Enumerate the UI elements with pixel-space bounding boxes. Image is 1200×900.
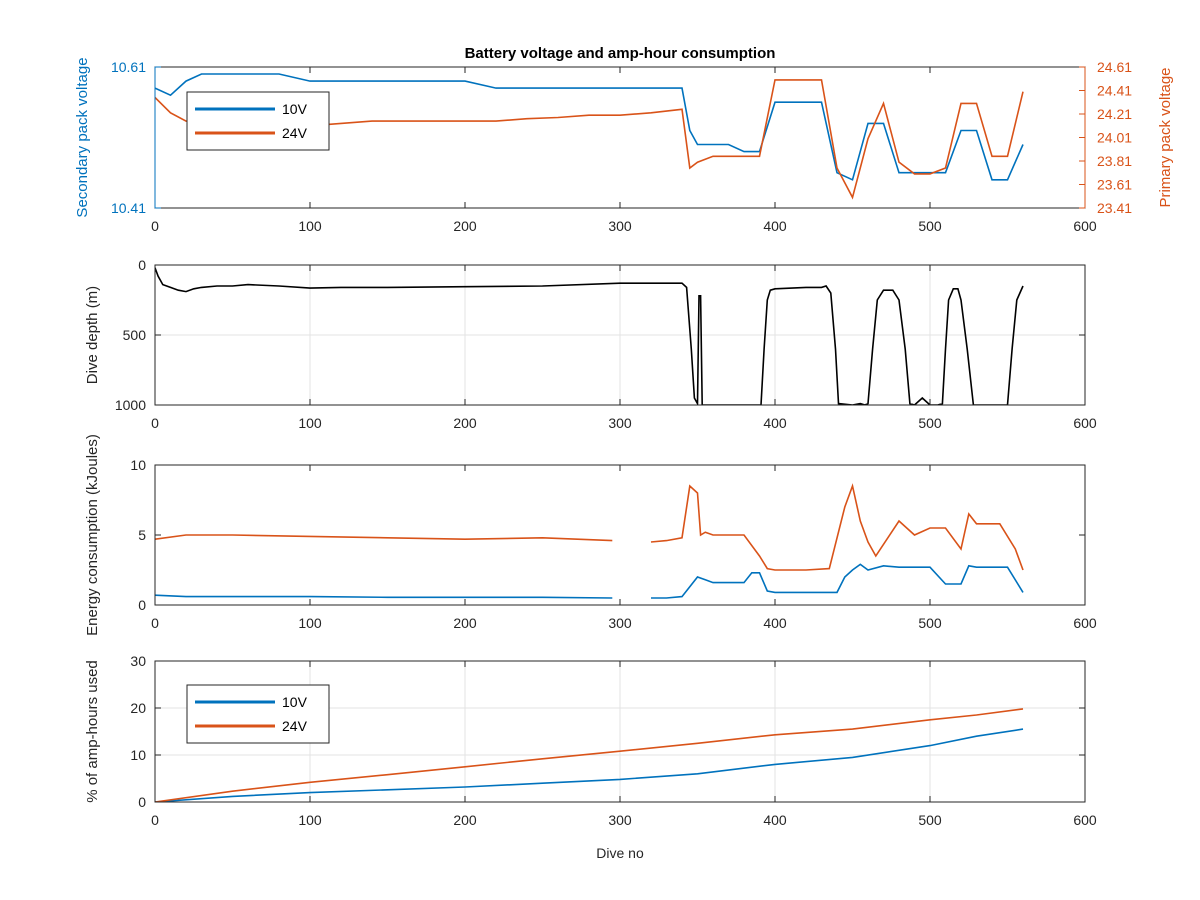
y-tick-label: 10.61 bbox=[111, 59, 146, 75]
x-tick-label: 400 bbox=[763, 812, 787, 828]
x-tick-label: 0 bbox=[151, 218, 159, 234]
x-tick-label: 300 bbox=[608, 615, 632, 631]
y-tick-label: 10 bbox=[130, 747, 146, 763]
legend-label-10v: 10V bbox=[282, 101, 308, 117]
legend-box bbox=[186, 91, 330, 151]
y-tick-label: 500 bbox=[123, 327, 147, 343]
x-tick-label: 0 bbox=[151, 812, 159, 828]
y-tick-label: 1000 bbox=[115, 397, 146, 413]
y-tick-label: 30 bbox=[130, 653, 146, 669]
x-tick-label: 600 bbox=[1073, 812, 1097, 828]
series-line-2 bbox=[155, 563, 1024, 599]
x-tick-label: 500 bbox=[918, 218, 942, 234]
y-tick-label: 20 bbox=[130, 700, 146, 716]
series-line-1 bbox=[155, 267, 1024, 405]
legend-label-24v: 24V bbox=[282, 125, 308, 141]
x-tick-label: 300 bbox=[608, 415, 632, 431]
y-axis-label: Secondary pack voltage bbox=[74, 57, 91, 217]
y-tick-label-right: 23.61 bbox=[1097, 177, 1132, 193]
x-tick-label: 0 bbox=[151, 415, 159, 431]
x-tick-label: 600 bbox=[1073, 218, 1097, 234]
x-tick-label: 300 bbox=[608, 812, 632, 828]
x-tick-label: 200 bbox=[453, 415, 477, 431]
shared-x-label: Dive no bbox=[596, 845, 644, 861]
y-tick-label: 10.41 bbox=[111, 200, 146, 216]
x-tick-label: 100 bbox=[298, 615, 322, 631]
y-tick-label: 5 bbox=[138, 527, 146, 543]
x-tick-label: 500 bbox=[918, 415, 942, 431]
x-tick-label: 400 bbox=[763, 218, 787, 234]
legend-box bbox=[186, 684, 330, 744]
subplot-3: 0 100 200 300 400 500 600 0 5 10 Energy consumptio… bbox=[84, 434, 1097, 636]
x-tick-label: 400 bbox=[763, 615, 787, 631]
y-tick-label-right: 24.41 bbox=[1097, 83, 1132, 99]
series-line-24v bbox=[155, 708, 1024, 802]
x-tick-label: 500 bbox=[918, 812, 942, 828]
y-axis-label: Energy consumption (kJoules) bbox=[84, 434, 101, 636]
x-tick-label: 600 bbox=[1073, 615, 1097, 631]
subplot-2: 0 100 200 300 400 500 600 0 500 1000 Dive depth (m… bbox=[84, 257, 1097, 431]
figure-title: Battery voltage and amp-hour consumption bbox=[465, 45, 776, 62]
subplot-1: 0 100 200 300 400 500 600 10.41 10.61 23.41 23.61 2… bbox=[74, 57, 1174, 234]
x-tick-label: 300 bbox=[608, 218, 632, 234]
y-tick-label-right: 23.81 bbox=[1097, 153, 1132, 169]
series-line-10v bbox=[155, 728, 1024, 802]
y-axis-label: Dive depth (m) bbox=[84, 286, 101, 384]
x-tick-label: 500 bbox=[918, 615, 942, 631]
series-line-1 bbox=[155, 483, 1024, 571]
x-tick-label: 100 bbox=[298, 218, 322, 234]
y-tick-label: 0 bbox=[138, 794, 146, 810]
legend-label-24v: 24V bbox=[282, 718, 308, 734]
y-axis-label: % of amp-hours used bbox=[84, 660, 101, 803]
y-tick-label-right: 24.21 bbox=[1097, 106, 1132, 122]
x-tick-label: 0 bbox=[151, 615, 159, 631]
y-tick-label-right: 23.41 bbox=[1097, 200, 1132, 216]
x-tick-label: 200 bbox=[453, 218, 477, 234]
legend: 10V 24V bbox=[186, 684, 330, 744]
series-line-10v bbox=[155, 73, 1024, 181]
y-tick-label: 10 bbox=[130, 457, 146, 473]
legend-label-10v: 10V bbox=[282, 694, 308, 710]
y-tick-label: 0 bbox=[138, 257, 146, 273]
y-tick-label-right: 24.61 bbox=[1097, 59, 1132, 75]
subplot-4: 0 100 200 300 400 500 600 0 10 20 30 % of amp-hours… bbox=[84, 653, 1097, 828]
legend: 10V 24V bbox=[186, 91, 330, 151]
x-tick-label: 100 bbox=[298, 812, 322, 828]
y-tick-label-right: 24.01 bbox=[1097, 130, 1132, 146]
x-tick-label: 400 bbox=[763, 415, 787, 431]
y-tick-label: 0 bbox=[138, 597, 146, 613]
x-tick-label: 200 bbox=[453, 812, 477, 828]
y-axis-label-right: Primary pack voltage bbox=[1157, 67, 1174, 207]
x-tick-label: 100 bbox=[298, 415, 322, 431]
subplots: 0 100 200 300 400 500 60010.4110.6123.4123.612… bbox=[74, 57, 1174, 828]
x-tick-label: 200 bbox=[453, 615, 477, 631]
x-tick-label: 600 bbox=[1073, 415, 1097, 431]
